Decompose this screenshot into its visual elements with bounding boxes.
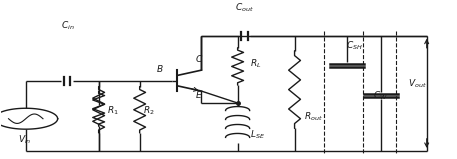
Text: $C_{in}$: $C_{in}$ <box>61 20 75 32</box>
Text: $R_2$: $R_2$ <box>143 104 155 117</box>
Text: $C$: $C$ <box>195 53 203 64</box>
Text: $R_L$: $R_L$ <box>250 58 262 70</box>
Text: $C_{SH}$: $C_{SH}$ <box>346 40 363 52</box>
Text: $V_{in}$: $V_{in}$ <box>18 134 31 146</box>
Text: $R_1$: $R_1$ <box>107 104 119 117</box>
Text: $C_{out}$: $C_{out}$ <box>235 2 254 14</box>
Text: $C_W$: $C_W$ <box>373 89 388 102</box>
Text: $L_{SE}$: $L_{SE}$ <box>250 128 266 141</box>
Text: $E$: $E$ <box>195 89 203 100</box>
Text: $V_{out}$: $V_{out}$ <box>409 77 427 90</box>
Text: $R_{out}$: $R_{out}$ <box>303 110 323 123</box>
Text: $B$: $B$ <box>156 63 164 74</box>
